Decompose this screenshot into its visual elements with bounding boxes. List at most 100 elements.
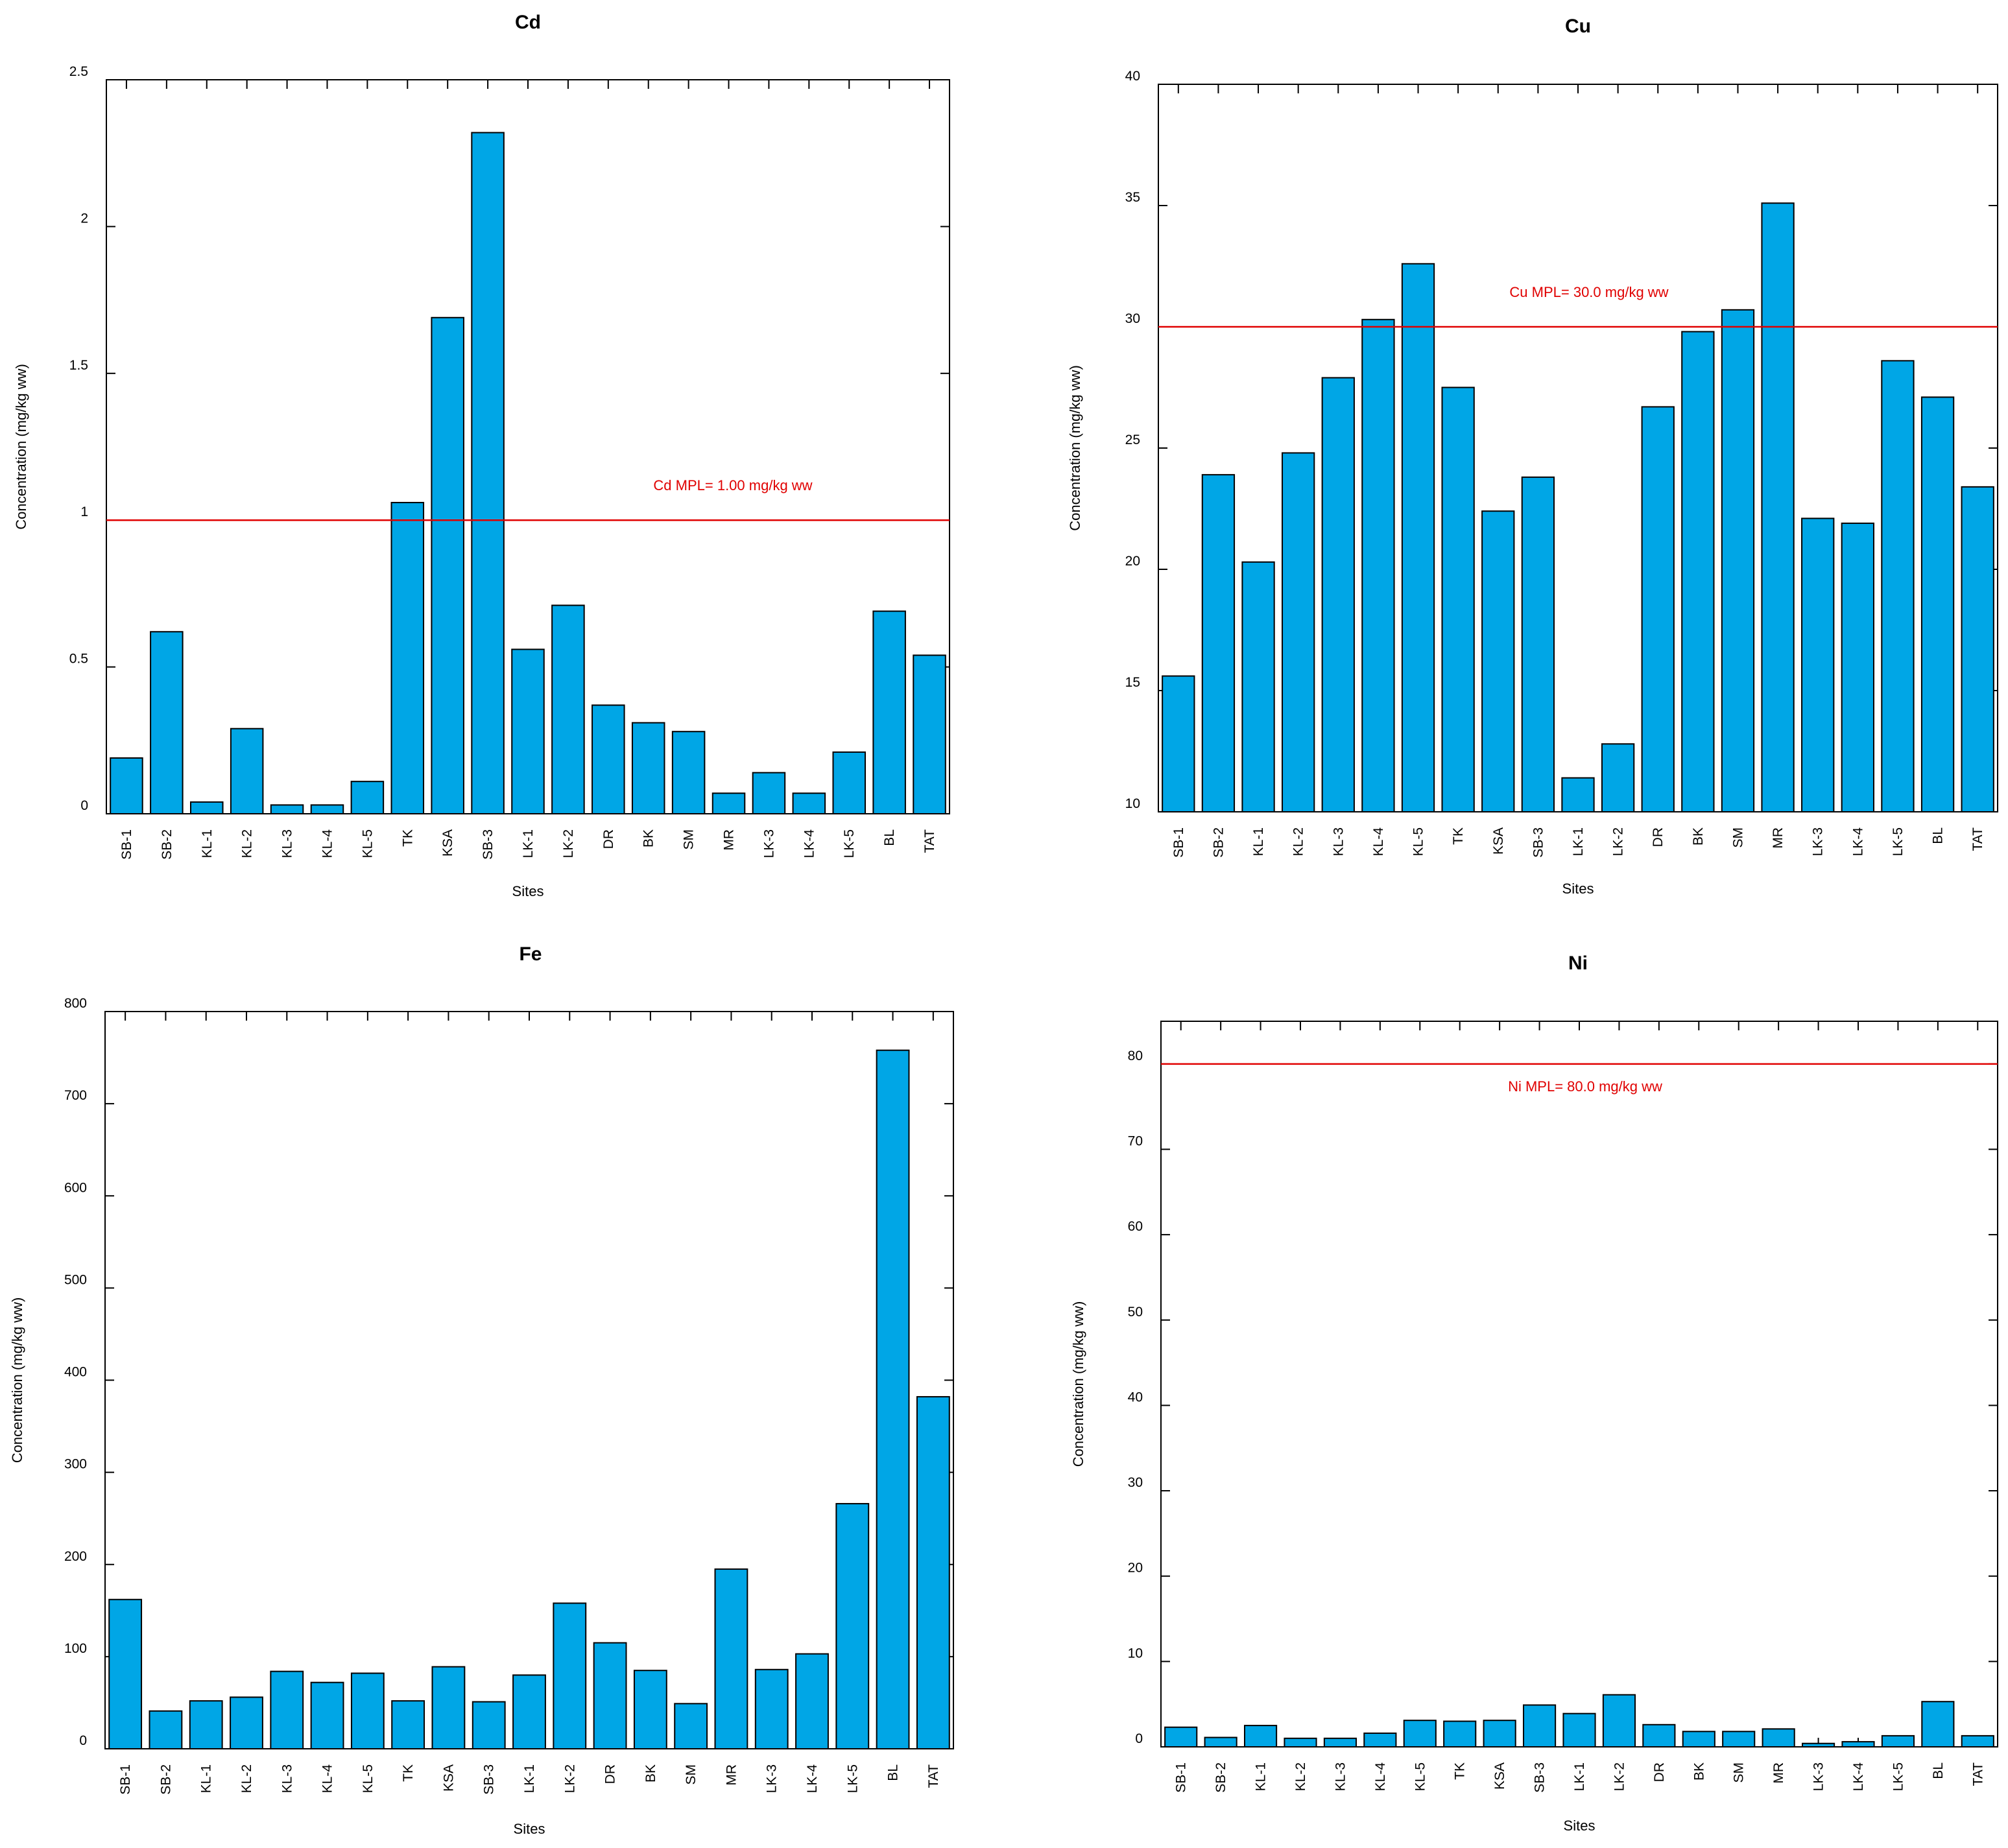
x-tick-label: LK-1 <box>1571 827 1586 856</box>
x-tick-label: SB-3 <box>482 1764 497 1795</box>
bar-kl-3 <box>1321 377 1355 812</box>
x-tick-label: TAT <box>926 1764 941 1788</box>
bar-kl-2 <box>1284 1737 1317 1747</box>
x-tick-label: KL-2 <box>240 829 255 858</box>
x-tick-label: KL-5 <box>361 1764 376 1793</box>
bar-sb-3 <box>471 132 505 814</box>
bar-kl-4 <box>310 804 344 815</box>
y-tick-label: 10 <box>1128 1646 1143 1661</box>
y-tick-label: 0 <box>80 798 88 813</box>
x-tick-label: LK-3 <box>1811 1762 1826 1791</box>
bar-kl-4 <box>1363 1732 1397 1748</box>
x-tick-label: KL-5 <box>1413 1762 1428 1791</box>
x-tick-label: KL-2 <box>1293 1762 1308 1791</box>
x-tick-label: DR <box>1651 827 1666 847</box>
y-tick-label: 0 <box>79 1733 87 1748</box>
x-tick-label: BL <box>886 1764 901 1781</box>
x-tick-label: SB-1 <box>118 1764 133 1795</box>
x-tick-label: LK-5 <box>842 829 857 858</box>
bar-bl <box>876 1049 910 1749</box>
x-tick-label: LK-2 <box>1612 1762 1627 1791</box>
bar-kl-1 <box>190 801 224 814</box>
y-tick-label: 20 <box>1125 554 1140 569</box>
bar-lk-3 <box>1801 517 1835 813</box>
bar-lk-2 <box>553 1602 587 1749</box>
bar-lk-4 <box>795 1653 829 1750</box>
x-axis-label: Sites <box>512 883 544 899</box>
bar-sb-1 <box>108 1598 143 1750</box>
x-tick-label: KL-1 <box>200 829 215 858</box>
bar-sm <box>674 1703 708 1749</box>
bar-tk <box>1441 386 1475 812</box>
x-tick-label: SB-2 <box>158 1764 173 1795</box>
x-tick-label: BK <box>1691 1762 1706 1781</box>
chart-title: Fe <box>519 943 542 965</box>
bar-dr <box>1642 1724 1676 1747</box>
bar-lk-2 <box>551 604 585 815</box>
x-tick-label: SB-3 <box>481 829 496 860</box>
y-tick-label: 10 <box>1125 796 1140 811</box>
bar-lk-1 <box>511 648 545 814</box>
y-tick-label: 700 <box>64 1088 87 1103</box>
chart-fe: Fe 0 100 200 300 400 500 600 700 800 SB-1 SB-2 KL-1 K… <box>9 943 954 1837</box>
y-tick-label: 30 <box>1125 311 1140 326</box>
x-tick-label: KSA <box>440 829 455 857</box>
y-axis-label: Concentration (mg/kg ww) <box>13 364 29 530</box>
x-tick-label: BK <box>1691 827 1706 846</box>
bar-ksa <box>431 1666 466 1750</box>
x-tick-label: LK-1 <box>522 1764 537 1793</box>
bar-sm <box>671 731 706 814</box>
x-tick-label: KL-3 <box>280 829 295 858</box>
chart-title: Cu <box>1565 16 1591 37</box>
chart-title: Cd <box>515 12 541 33</box>
bar-lk-4 <box>1841 522 1874 812</box>
x-tick-label: KL-5 <box>1411 827 1426 856</box>
x-axis-label: Sites <box>1562 881 1594 897</box>
x-tick-label: TK <box>401 1764 416 1782</box>
x-tick-label: BK <box>643 1764 658 1783</box>
x-tick-label: KSA <box>1492 1762 1507 1790</box>
bar-mr <box>711 792 746 814</box>
x-tick-label: TK <box>1451 827 1466 845</box>
x-tick-label: LK-4 <box>802 829 817 859</box>
x-tick-label: DR <box>603 1764 618 1784</box>
chart-title: Ni <box>1568 953 1588 974</box>
bar-kl-1 <box>1241 561 1275 813</box>
bar-kl-5 <box>350 781 385 815</box>
y-tick-label: 100 <box>64 1641 87 1656</box>
chart-cd: Cd 0 0.5 1 1.5 2 2.5 SB-1 SB-2 KL-1 KL-2 KL-3 KL-4 KL… <box>13 12 950 899</box>
y-tick-label: 1.5 <box>69 358 88 373</box>
y-tick-label: 40 <box>1125 69 1140 84</box>
bar-lk-4 <box>1841 1741 1875 1747</box>
y-tick-label: 80 <box>1128 1048 1143 1063</box>
y-tick-label: 800 <box>64 996 87 1011</box>
bar-sb-2 <box>1201 474 1236 812</box>
y-axis-label: Concentration (mg/kg ww) <box>1070 1301 1086 1467</box>
y-tick-label: 20 <box>1128 1561 1143 1576</box>
x-tick-label: LK-4 <box>805 1764 820 1794</box>
x-tick-label: LK-4 <box>1851 1762 1866 1792</box>
x-tick-label: MR <box>1771 827 1786 849</box>
x-tick-label: SB-1 <box>119 829 134 860</box>
bar-lk-5 <box>1881 1735 1915 1748</box>
bar-kl-3 <box>270 804 304 815</box>
x-tick-label: LK-3 <box>765 1764 780 1793</box>
bar-mr <box>714 1568 748 1749</box>
mpl-label: Cu MPL= 30.0 mg/kg ww <box>1509 284 1668 300</box>
bar-tat <box>913 654 946 814</box>
x-tick-label: LK-3 <box>1811 827 1826 856</box>
mpl-label: Ni MPL= 80.0 mg/kg ww <box>1508 1078 1662 1095</box>
bar-sb-3 <box>472 1701 506 1750</box>
y-tick-label: 200 <box>64 1549 87 1564</box>
x-tick-label: KL-3 <box>1333 1762 1348 1791</box>
bar-kl-4 <box>1361 318 1395 812</box>
x-tick-label: SB-3 <box>1533 1762 1548 1793</box>
bar-tat <box>1961 486 1994 813</box>
bar-ksa <box>1483 1720 1516 1748</box>
x-tick-label: LK-5 <box>1891 1762 1906 1791</box>
bar-sb-1 <box>110 757 143 815</box>
bar-tk <box>1443 1720 1477 1747</box>
x-tick-label: DR <box>1652 1762 1667 1782</box>
x-tick-label: LK-2 <box>562 1764 577 1793</box>
bar-sb-3 <box>1523 1704 1557 1747</box>
